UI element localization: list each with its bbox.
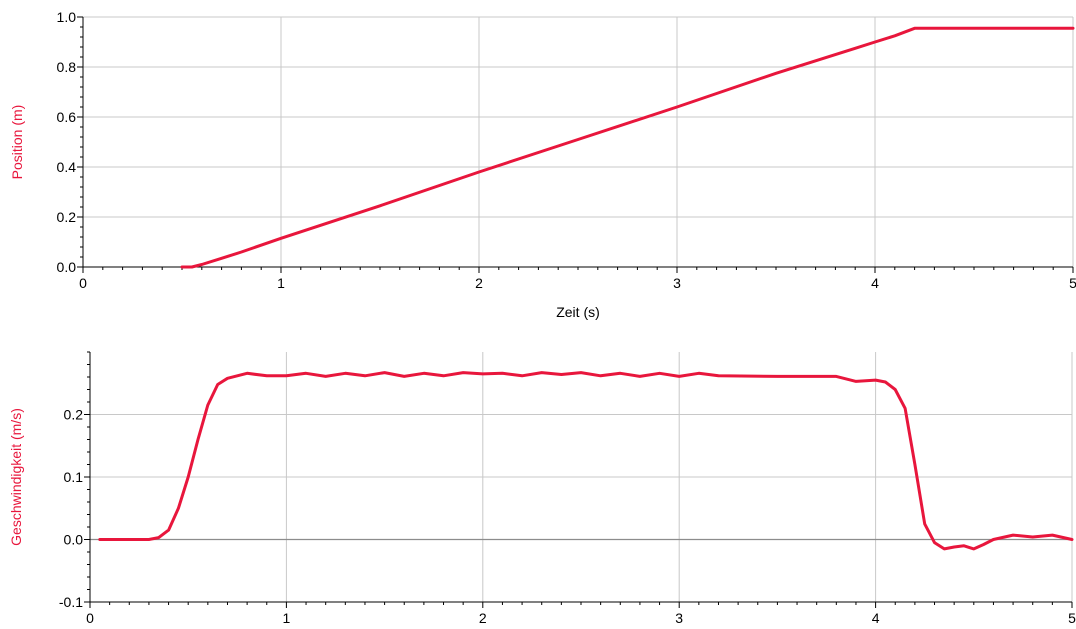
position-chart: 0 1 2 3 4 5 0.0 0.2 0.4 0.6 0.8 1.0 Zeit (s) Posit… — [9, 9, 1076, 320]
velocity-chart: 0 1 2 3 4 5 -0.1 0.0 0.1 0.2 Geschwindigkeit (m/… — [8, 351, 1076, 626]
position-x-tick-label: 0 — [79, 275, 87, 291]
position-y-tick-label: 1.0 — [57, 9, 77, 25]
velocity-y-tick-label: 0.0 — [64, 532, 84, 548]
position-x-tick-label: 2 — [475, 275, 483, 291]
velocity-x-tick-label: 4 — [872, 610, 880, 626]
position-x-ticks: 0 1 2 3 4 5 — [79, 275, 1076, 291]
velocity-x-tick-label: 3 — [675, 610, 683, 626]
position-y-tick-label: 0.8 — [57, 59, 77, 75]
velocity-x-ticks: 0 1 2 3 4 5 — [86, 610, 1076, 626]
velocity-minor-ticks — [84, 351, 1073, 608]
velocity-y-axis-label: Geschwindigkeit (m/s) — [8, 408, 24, 546]
position-series-line — [180, 26, 1075, 269]
velocity-x-tick-label: 0 — [86, 610, 94, 626]
position-grid — [83, 16, 1074, 268]
position-y-tick-label: 0.0 — [57, 259, 77, 275]
velocity-y-tick-label: 0.2 — [64, 407, 84, 423]
velocity-y-ticks: -0.1 0.0 0.1 0.2 — [59, 407, 83, 611]
position-minor-ticks — [77, 16, 1074, 273]
position-axes — [82, 17, 1073, 268]
velocity-y-tick-label: -0.1 — [59, 594, 83, 610]
position-x-tick-label: 4 — [871, 275, 879, 291]
velocity-x-tick-label: 1 — [283, 610, 291, 626]
velocity-x-tick-label: 2 — [479, 610, 487, 626]
velocity-grid — [90, 352, 1073, 603]
position-x-tick-label: 1 — [277, 275, 285, 291]
velocity-x-tick-label: 5 — [1068, 610, 1076, 626]
position-y-axis-label: Position (m) — [9, 105, 25, 180]
velocity-series-line — [98, 371, 1074, 551]
position-y-tick-label: 0.4 — [57, 159, 77, 175]
position-y-ticks: 0.0 0.2 0.4 0.6 0.8 1.0 — [57, 9, 77, 275]
position-y-tick-label: 0.2 — [57, 209, 77, 225]
position-x-tick-label: 3 — [673, 275, 681, 291]
position-x-tick-label: 5 — [1069, 275, 1076, 291]
velocity-y-tick-label: 0.1 — [64, 469, 84, 485]
position-x-axis-label: Zeit (s) — [556, 304, 600, 320]
position-y-tick-label: 0.6 — [57, 109, 77, 125]
